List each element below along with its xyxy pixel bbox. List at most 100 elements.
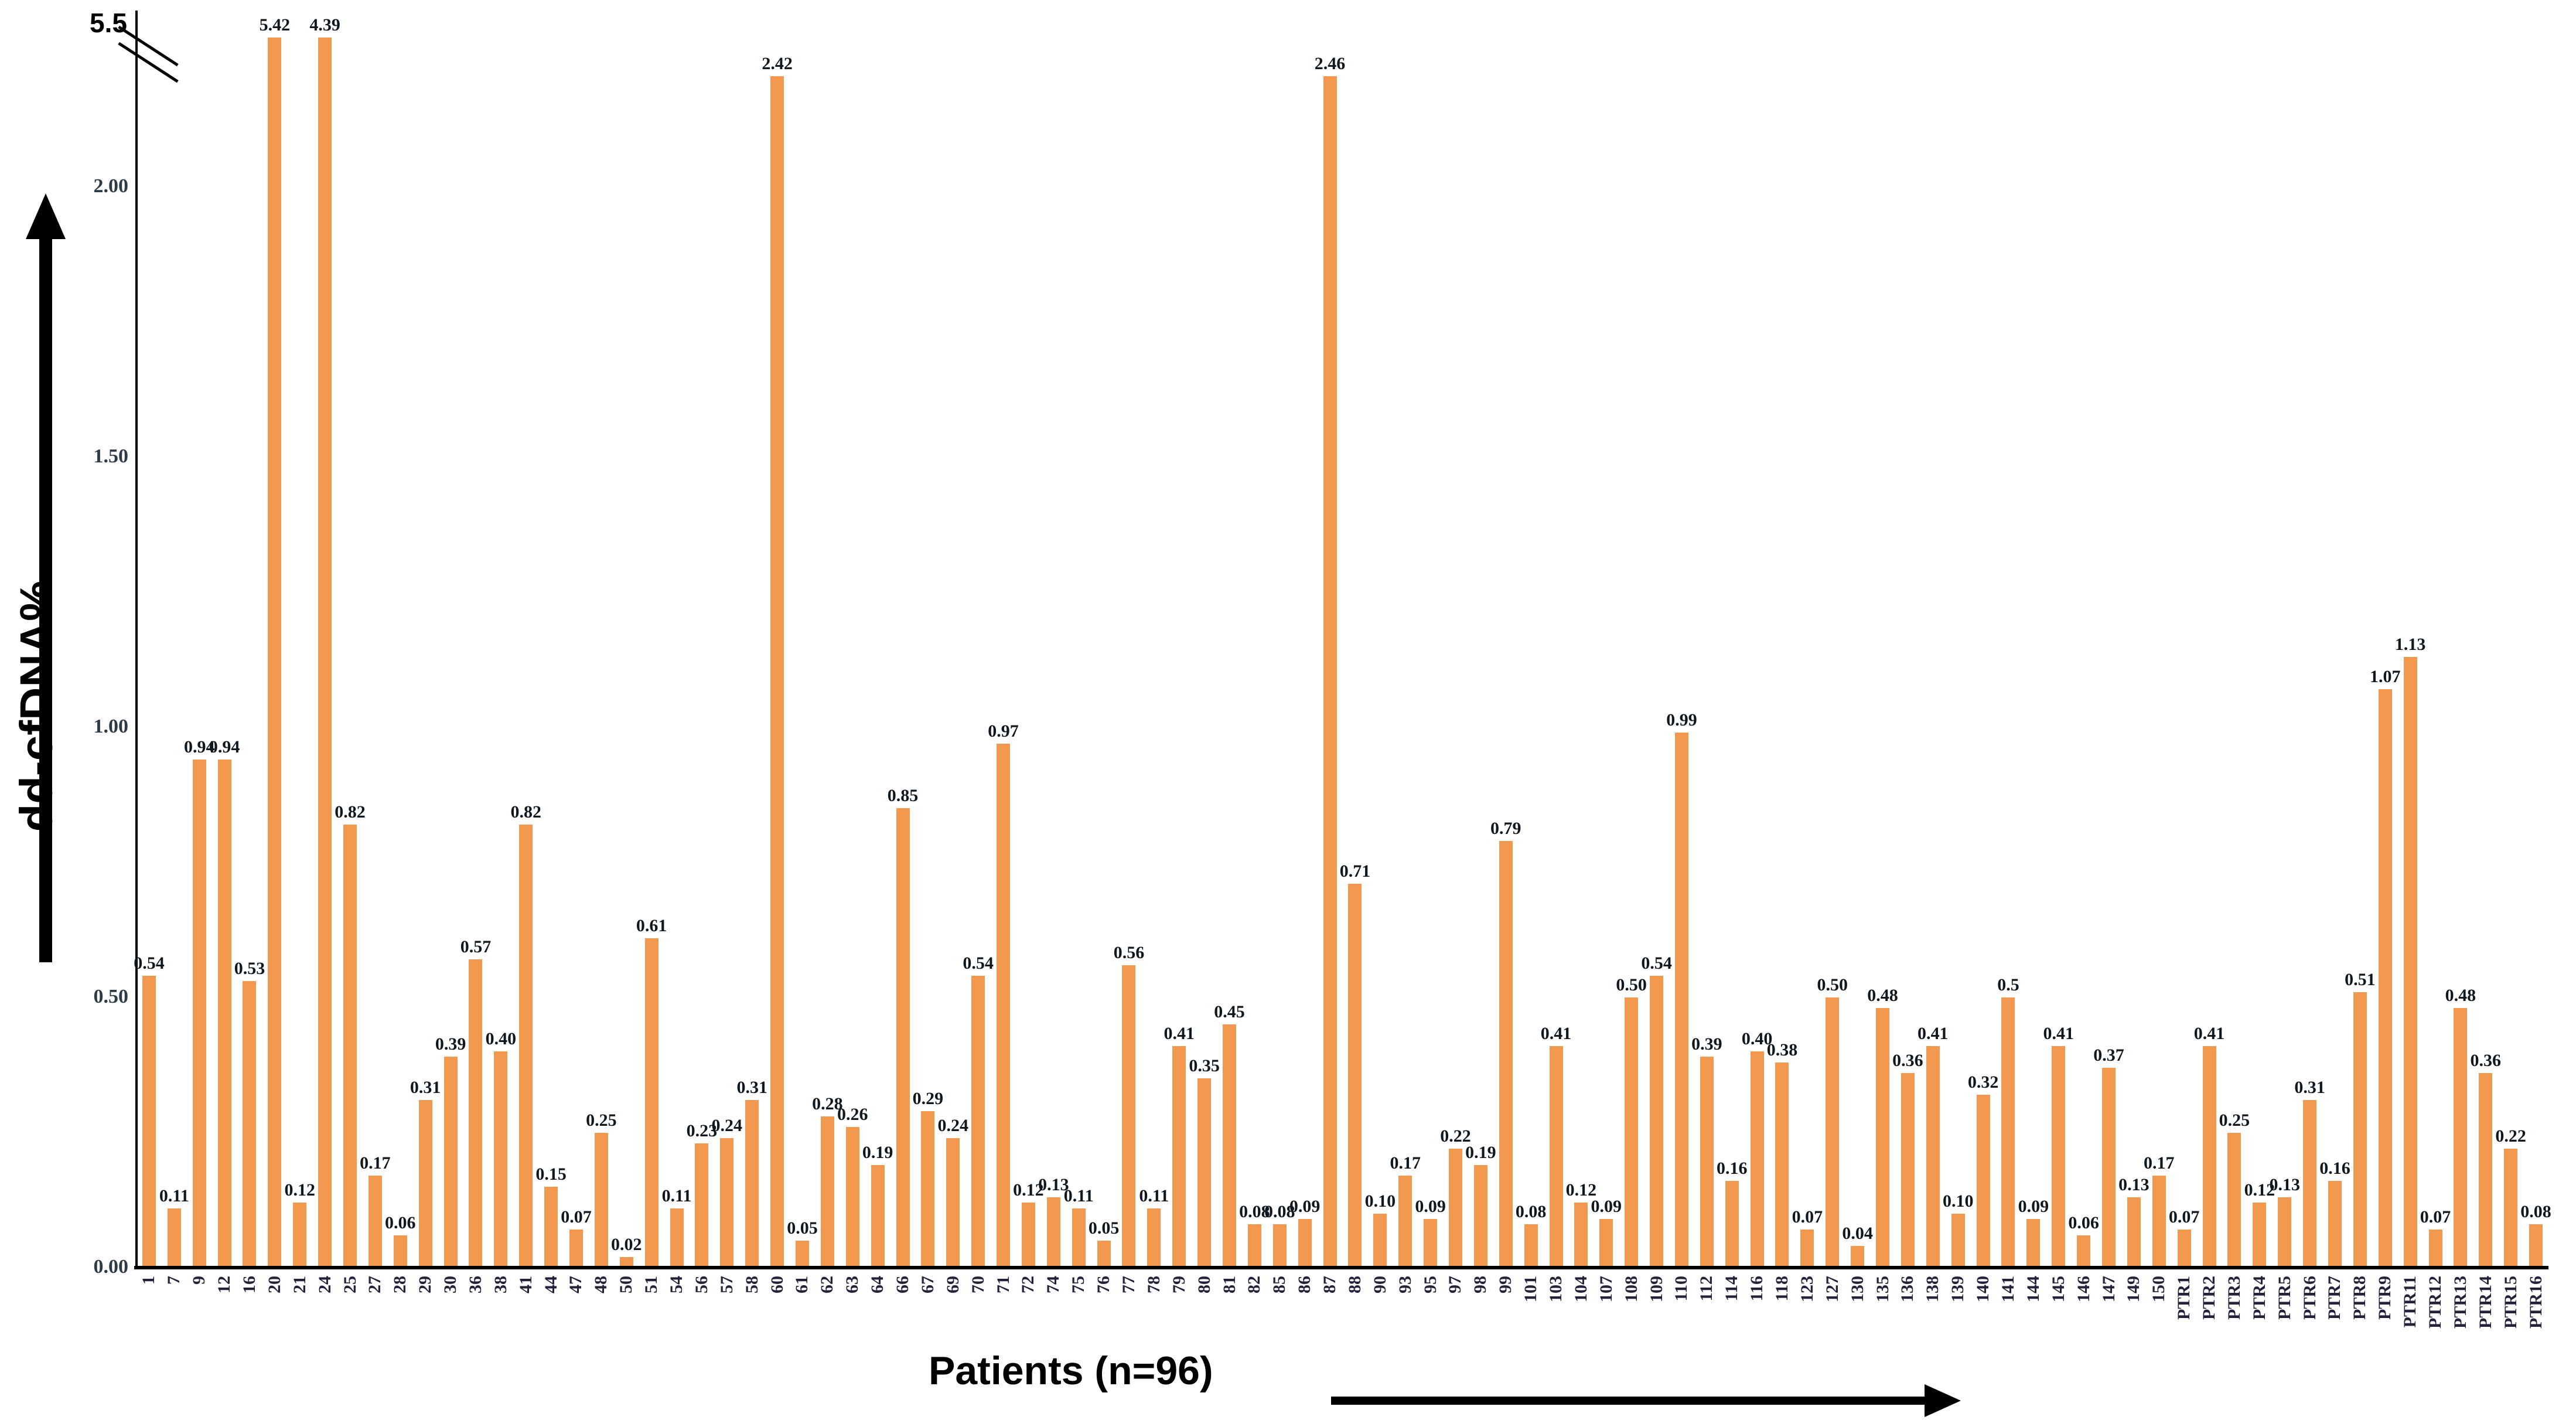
bar-slot: 0.16 114 [1716, 16, 1748, 1301]
bar-slot: 0.08 101 [1516, 16, 1547, 1302]
bar-slot: 0.99 110 [1666, 16, 1697, 1302]
bar-value-label: 0.08 [1239, 1202, 1270, 1222]
bar-value-label: 0.82 [335, 802, 366, 822]
x-tick-label: 56 [691, 1276, 711, 1293]
bar-slot: 0.10 139 [1942, 16, 1974, 1302]
bar [1348, 884, 1362, 1268]
bar-slot: 0.50 108 [1616, 16, 1647, 1303]
x-tick-label: PTR2 [2199, 1276, 2219, 1320]
x-tick-label: 86 [1295, 1276, 1315, 1293]
bar-slot: 0.09 86 [1289, 16, 1321, 1293]
x-tick-label: 66 [893, 1276, 912, 1293]
bar [368, 1176, 382, 1268]
x-tick-label: 12 [214, 1276, 234, 1293]
x-tick-label: 80 [1194, 1276, 1214, 1293]
x-tick-label: 79 [1169, 1276, 1189, 1293]
x-tick-label: PTR8 [2350, 1276, 2370, 1320]
bar [1674, 733, 1688, 1268]
x-tick-label: 21 [289, 1276, 309, 1293]
x-tick-label: 85 [1270, 1276, 1289, 1293]
bar-value-label: 0.39 [435, 1034, 466, 1054]
bar-slot: 0.08 PTR16 [2520, 16, 2551, 1329]
bar-slot: 0.13 PTR5 [2269, 16, 2300, 1320]
x-tick-label: 144 [2023, 1276, 2043, 1302]
bar-value-label: 0.23 [686, 1121, 718, 1140]
bar [1951, 1213, 1965, 1268]
bar [720, 1138, 734, 1268]
bar-value-label: 0.54 [963, 954, 994, 973]
bar-value-label: 0.85 [887, 786, 919, 806]
bar-slot: 0.09 95 [1415, 16, 1446, 1293]
bar-value-label: 0.13 [2269, 1175, 2300, 1195]
x-tick-label: 27 [365, 1276, 385, 1293]
x-tick-label: PTR6 [2299, 1276, 2319, 1320]
x-tick-label: 81 [1219, 1276, 1239, 1293]
bar-value-label: 0.10 [1942, 1191, 1974, 1211]
x-tick-label: 104 [1571, 1276, 1591, 1302]
bar-slot: 0.40 116 [1742, 16, 1773, 1302]
bar [1448, 1149, 1462, 1268]
bar-value-label: 0.41 [1164, 1023, 1195, 1043]
x-tick-label: 9 [189, 1276, 209, 1285]
bar [2353, 992, 2367, 1268]
bar-slot: 0.22 97 [1440, 16, 1471, 1293]
x-tick-label: 74 [1043, 1276, 1063, 1293]
bar-value-label: 0.09 [1415, 1197, 1446, 1217]
bar [2127, 1197, 2141, 1268]
bar-slot: 0.07 47 [561, 16, 592, 1293]
x-tick-label: 149 [2124, 1276, 2144, 1302]
x-tick-label: PTR11 [2400, 1276, 2420, 1328]
bar [1247, 1224, 1261, 1268]
x-tick-label: PTR13 [2450, 1276, 2470, 1329]
bar-value-label: 0.79 [1490, 818, 1521, 838]
bar-value-label: 0.02 [611, 1234, 642, 1254]
x-tick-label: 118 [1772, 1276, 1792, 1302]
bar [2177, 1230, 2191, 1268]
y-tick-label: 0.00 [93, 1256, 129, 1278]
bar-value-label: 0.71 [1339, 861, 1371, 881]
bar [393, 1235, 407, 1268]
bar [469, 959, 483, 1268]
bar-slot: 2.46 87 [1315, 16, 1346, 1294]
x-tick-label: 75 [1069, 1276, 1089, 1293]
bar-value-label: 0.09 [2018, 1197, 2049, 1217]
bar [820, 1116, 834, 1268]
bar-slot: 0.11 54 [662, 16, 692, 1293]
x-tick-label: 69 [943, 1276, 963, 1293]
bar-value-label: 0.05 [787, 1218, 818, 1238]
y-axis-arrow-icon [39, 236, 52, 962]
bar [670, 1208, 684, 1268]
bar-value-label: 0.11 [1139, 1186, 1169, 1206]
x-tick-label: 150 [2149, 1276, 2169, 1302]
bar-value-label: 0.24 [937, 1115, 969, 1135]
bar [1298, 1219, 1312, 1268]
bar-slot: 0.41 PTR2 [2194, 16, 2225, 1320]
bar-value-label: 0.08 [2520, 1202, 2551, 1222]
bar-slot: 0.17 93 [1390, 16, 1421, 1293]
bar-slot: 0.16 PTR7 [2319, 16, 2350, 1320]
bar [1147, 1208, 1161, 1268]
bar [2428, 1230, 2442, 1268]
bar [2378, 689, 2392, 1268]
x-tick-label: 38 [490, 1276, 510, 1293]
bar [2001, 997, 2015, 1268]
bar-value-label: 4.39 [309, 15, 340, 35]
bar [2253, 1203, 2267, 1268]
bar [343, 824, 357, 1268]
bar [2052, 1046, 2066, 1268]
bar-value-label: 0.41 [1918, 1023, 1949, 1043]
bar-slot: 0.07 PTR1 [2169, 16, 2200, 1320]
bar-slot: 0.36 136 [1892, 16, 1923, 1302]
bar-value-label: 0.06 [385, 1213, 416, 1232]
x-tick-label: PTR4 [2249, 1276, 2269, 1320]
bar-value-label: 0.54 [1641, 954, 1672, 973]
bar-value-label: 0.16 [1716, 1159, 1748, 1179]
bar-slot: 0.13 74 [1038, 16, 1069, 1293]
bar [1700, 1057, 1714, 1268]
bar-value-label: 0.15 [535, 1164, 567, 1184]
bar [1725, 1181, 1739, 1268]
x-tick-label: 58 [742, 1276, 762, 1293]
y-axis-line [135, 11, 138, 1269]
x-tick-label: 130 [1847, 1276, 1867, 1302]
bar [1625, 997, 1639, 1268]
